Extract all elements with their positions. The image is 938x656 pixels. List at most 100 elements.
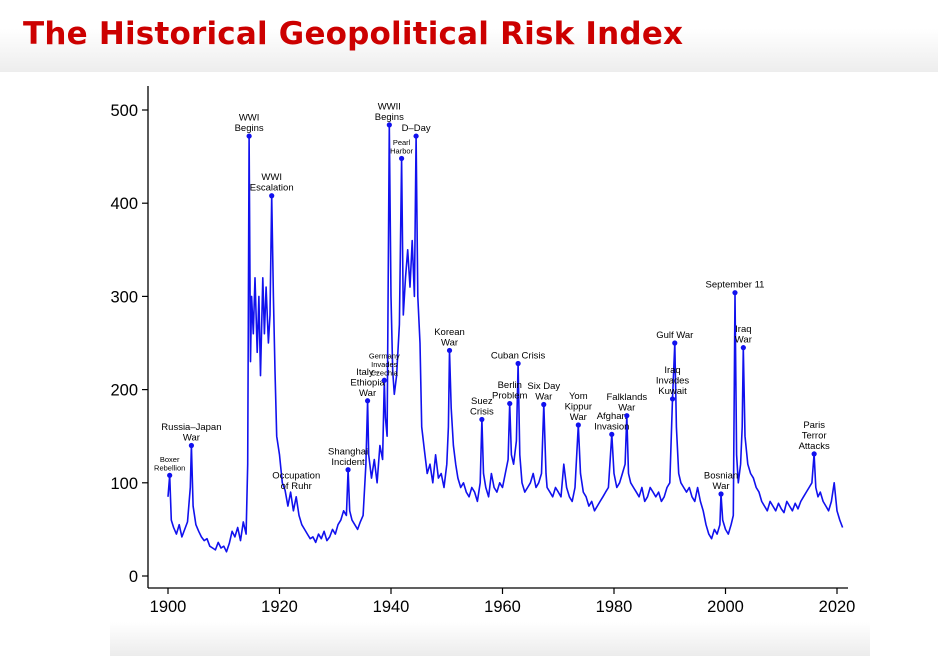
event-label: Invades	[371, 360, 398, 369]
event-label: War	[535, 392, 552, 403]
chart-series	[167, 124, 844, 553]
slide-title-bar: The Historical Geopolitical Risk Index	[0, 0, 938, 72]
event-label: WWI	[239, 113, 260, 124]
x-tick-label: 1960	[484, 598, 521, 616]
x-tick-label: 1940	[373, 598, 410, 616]
event-label: Incident	[331, 457, 365, 468]
event-marker	[386, 122, 392, 128]
event-annotation: Gulf War	[656, 330, 693, 346]
event-marker	[624, 413, 630, 419]
event-label: September 11	[705, 280, 764, 291]
event-label: WWI	[261, 172, 282, 183]
x-tick-label: 1900	[150, 598, 187, 616]
event-label: Russia–Japan	[161, 422, 221, 433]
event-marker	[515, 360, 521, 367]
event-label: D–Day	[402, 123, 431, 134]
event-marker	[446, 347, 453, 354]
event-label: Cuban Crisis	[491, 351, 546, 362]
event-label: War	[441, 337, 458, 348]
event-label: Kippur	[565, 402, 592, 413]
event-label: WWII	[378, 101, 401, 112]
event-label: Germany	[369, 351, 400, 360]
event-label: Shanghai	[328, 446, 368, 457]
event-label: of Ruhr	[281, 481, 312, 492]
event-annotation: Cuban Crisis	[491, 351, 546, 367]
y-tick-label: 0	[129, 568, 138, 586]
event-label: Kuwait	[658, 386, 687, 397]
event-label: Korean	[434, 327, 465, 338]
event-marker	[575, 422, 581, 428]
event-label: Pearl	[393, 138, 411, 147]
event-label: Yom	[569, 391, 588, 402]
x-tick-label: 2000	[707, 598, 744, 616]
event-marker	[398, 155, 405, 162]
event-marker	[167, 472, 173, 478]
event-marker	[609, 431, 615, 437]
event-label: Italy–	[356, 367, 379, 378]
event-label: Czechia	[371, 368, 399, 377]
y-tick-label: 500	[110, 102, 138, 120]
event-marker	[740, 345, 746, 351]
event-annotation: September 11	[705, 280, 764, 296]
event-label: Attacks	[799, 441, 830, 452]
event-annotation: D–Day	[402, 123, 431, 139]
event-label: Bosnian	[704, 470, 738, 481]
event-label: Iraq	[735, 324, 751, 335]
event-marker	[381, 377, 387, 383]
event-marker	[246, 133, 252, 139]
event-marker	[364, 398, 371, 404]
event-label: Rebellion	[154, 463, 185, 472]
event-marker	[541, 401, 547, 408]
event-label: Boxer	[160, 455, 180, 464]
event-label: Harbor	[390, 146, 413, 155]
y-tick-label: 100	[110, 475, 138, 493]
event-label: Invades	[656, 375, 690, 386]
event-label: Occupation	[272, 470, 320, 481]
event-marker	[507, 400, 513, 407]
bottom-shadow	[110, 622, 870, 656]
event-label: Terror	[802, 430, 827, 441]
event-label: Suez	[471, 396, 493, 407]
event-label: Afghan	[597, 411, 627, 422]
series-line	[167, 124, 844, 553]
event-label: War	[359, 388, 376, 399]
event-marker	[669, 396, 676, 402]
event-label: War	[713, 481, 730, 492]
y-tick-label: 300	[110, 288, 138, 306]
event-label: Begins	[375, 112, 404, 123]
event-label: Berlin	[498, 380, 522, 391]
y-tick-label: 400	[110, 195, 138, 213]
slide-title: The Historical Geopolitical Risk Index	[23, 16, 684, 52]
event-marker	[811, 451, 817, 457]
event-marker	[413, 133, 419, 139]
x-tick-label: 1980	[596, 598, 633, 616]
event-label: Begins	[235, 123, 264, 134]
y-tick-label: 200	[110, 382, 138, 400]
event-label: Problem	[492, 391, 527, 402]
event-label: War	[183, 433, 200, 444]
event-marker	[732, 290, 738, 296]
event-marker	[345, 467, 351, 473]
event-label: Iraq	[664, 365, 680, 376]
event-marker	[672, 340, 678, 346]
chart-axes: 0 100 200 300 400 500 1900 1920 1940 1960 1980 2000…	[110, 86, 855, 616]
x-tick-label: 1920	[261, 598, 298, 616]
event-label: War	[735, 335, 752, 346]
event-label: War	[618, 403, 635, 414]
